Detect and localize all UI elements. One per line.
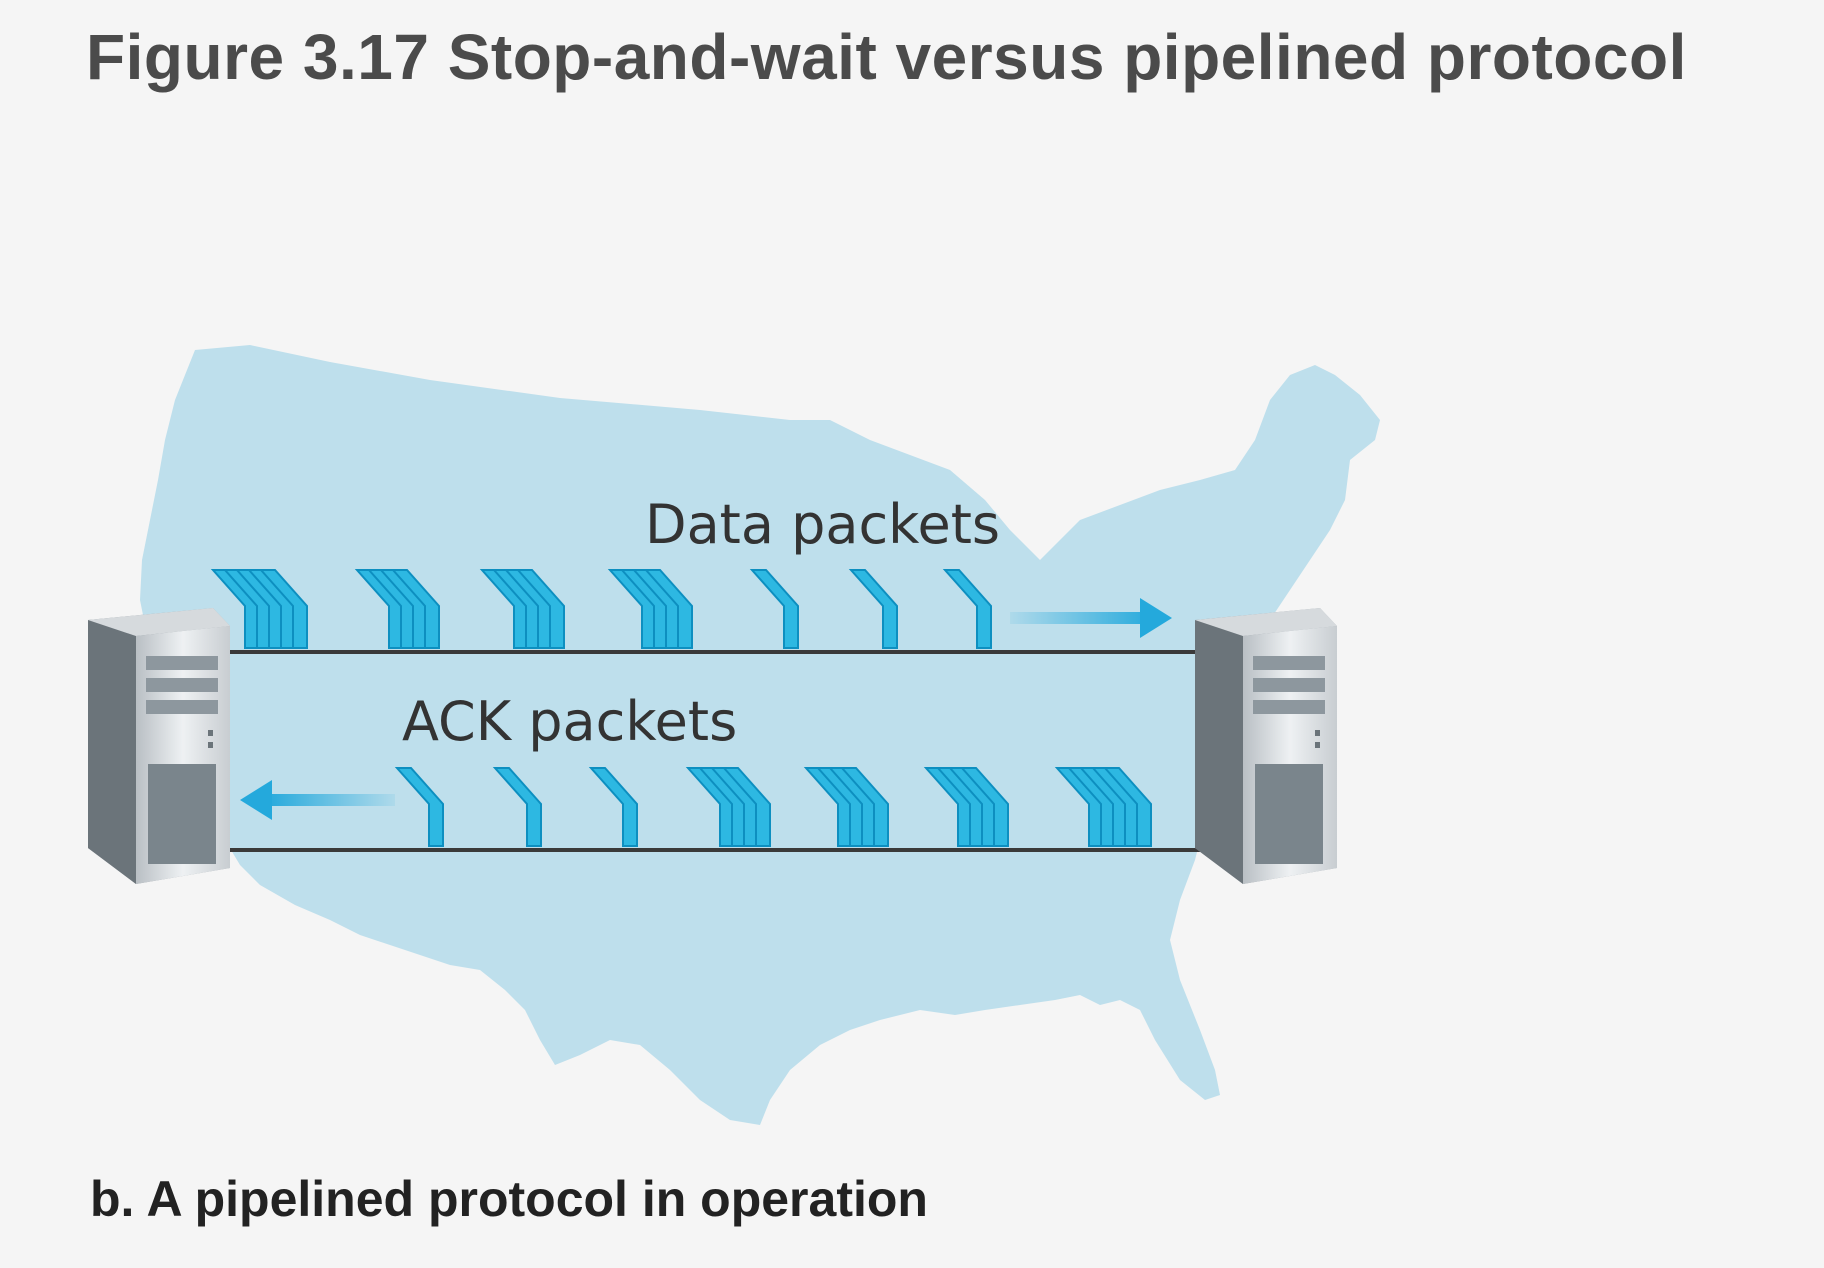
ack-packet-icon bbox=[721, 767, 771, 847]
data-packets-label: Data packets bbox=[645, 493, 1000, 556]
backward-arrow-icon bbox=[240, 780, 395, 820]
ack-packet-icon bbox=[839, 767, 889, 847]
ack-packet-icon bbox=[394, 767, 444, 847]
data-packet-icon bbox=[942, 569, 992, 649]
data-packet-icon bbox=[258, 569, 308, 649]
figure-caption: b. A pipelined protocol in operation bbox=[90, 1171, 928, 1227]
data-packets-group bbox=[210, 569, 992, 649]
ack-packet-icon bbox=[492, 767, 542, 847]
data-packet-icon bbox=[749, 569, 799, 649]
ack-packet-icon bbox=[588, 767, 638, 847]
ack-packets-label: ACK packets bbox=[402, 690, 737, 753]
data-packet-icon bbox=[390, 569, 440, 649]
data-packet-icon bbox=[643, 569, 693, 649]
data-packet-icon bbox=[515, 569, 565, 649]
ack-packet-icon bbox=[959, 767, 1009, 847]
ack-packets-group bbox=[394, 767, 1152, 847]
us-map-icon bbox=[140, 345, 1380, 1125]
figure-title: Figure 3.17 Stop-and-wait versus pipelin… bbox=[86, 21, 1687, 93]
data-packet-icon bbox=[848, 569, 898, 649]
receiver-server-icon bbox=[1195, 608, 1337, 884]
sender-server-icon bbox=[88, 608, 230, 884]
forward-arrow-icon bbox=[1010, 598, 1172, 638]
ack-packet-icon bbox=[1102, 767, 1152, 847]
